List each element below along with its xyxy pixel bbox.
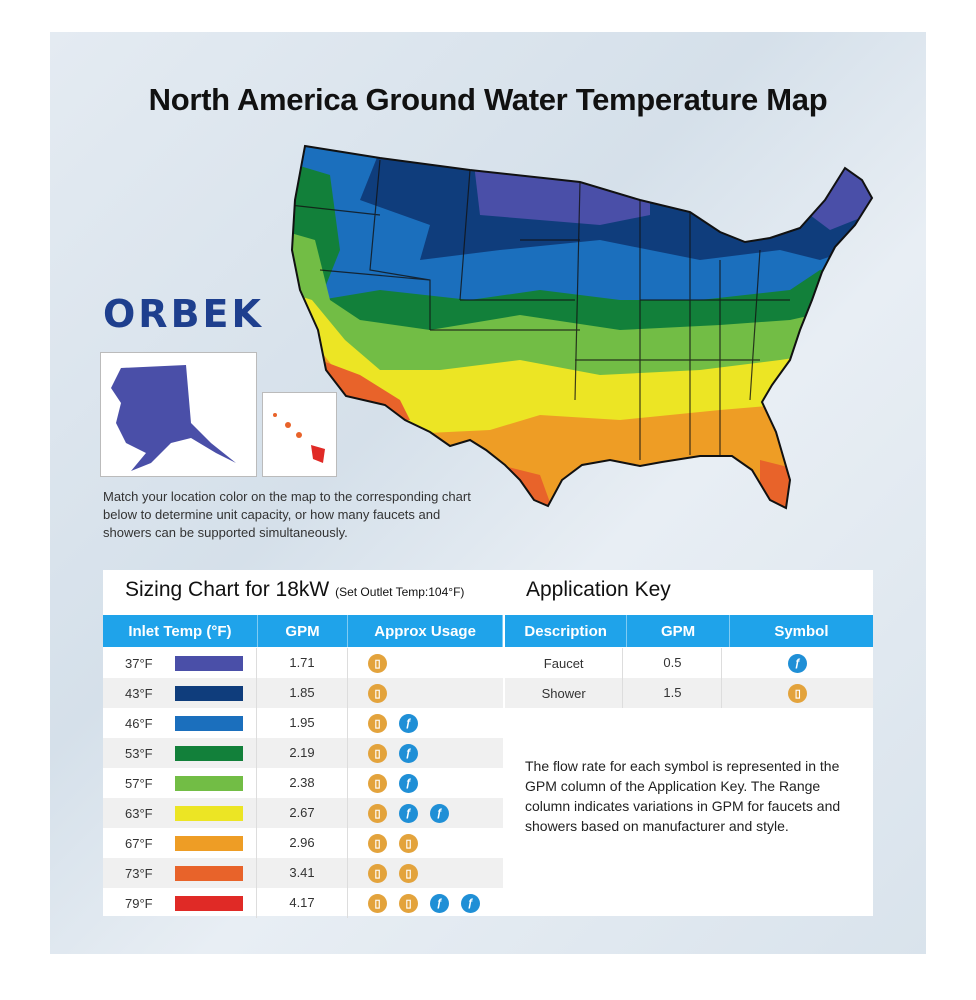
- usage-icons: ▯ ▯ ƒ ƒ: [348, 893, 492, 913]
- inlet-temp: 79°F: [125, 895, 153, 911]
- col-usage: Approx Usage: [348, 615, 504, 647]
- usage-icons: ▯ ▯: [348, 833, 430, 853]
- shower-icon: ▯: [399, 863, 418, 883]
- inlet-temp: 73°F: [125, 865, 153, 881]
- shower-icon: ▯: [368, 683, 387, 703]
- key-description: Faucet: [543, 655, 584, 671]
- inlet-temp: 53°F: [125, 745, 153, 761]
- color-swatch: [175, 895, 243, 911]
- usage-icons: ▯ ƒ: [348, 773, 430, 793]
- gpm-value: 1.85: [256, 678, 348, 708]
- faucet-icon: ƒ: [399, 713, 418, 733]
- color-swatch: [175, 745, 243, 761]
- gpm-value: 4.17: [256, 888, 348, 918]
- gpm-value: 3.41: [256, 858, 348, 888]
- faucet-icon: ƒ: [399, 743, 418, 763]
- inlet-temp: 57°F: [125, 775, 153, 791]
- table-row: 73°F 3.41 ▯ ▯: [103, 858, 503, 888]
- table-row: 79°F 4.17 ▯ ▯ ƒ ƒ: [103, 888, 503, 918]
- gpm-value: 2.67: [256, 798, 348, 828]
- shower-icon: ▯: [368, 713, 387, 733]
- color-swatch: [175, 835, 243, 851]
- inlet-temp: 67°F: [125, 835, 153, 851]
- col-symbol: Symbol: [774, 622, 829, 640]
- shower-icon: ▯: [399, 893, 418, 913]
- gpm-value: 2.19: [256, 738, 348, 768]
- shower-icon: ▯: [368, 743, 387, 763]
- app-key-title: Application Key: [526, 578, 671, 601]
- faucet-icon: ƒ: [430, 803, 449, 823]
- faucet-icon: ƒ: [399, 773, 418, 793]
- app-key-header: Description GPM Symbol: [505, 615, 873, 647]
- shower-icon: ▯: [368, 773, 387, 793]
- color-swatch: [175, 865, 243, 881]
- shower-icon: ▯: [368, 833, 387, 853]
- faucet-icon: ƒ: [461, 893, 480, 913]
- sizing-card: Sizing Chart for 18kW (Set Outlet Temp:1…: [103, 570, 873, 918]
- shower-icon: ▯: [399, 833, 418, 853]
- col-gpm: GPM: [258, 615, 349, 647]
- inlet-temp: 46°F: [125, 715, 153, 731]
- zone-37f: [470, 146, 650, 225]
- table-row: 37°F 1.71 ▯: [103, 648, 503, 678]
- shower-icon: ▯: [368, 803, 387, 823]
- alaska-inset: [100, 352, 257, 477]
- usage-icons: ▯ ƒ ƒ: [348, 803, 461, 823]
- inlet-temp: 63°F: [125, 805, 153, 821]
- table-row: 57°F 2.38 ▯ ƒ: [103, 768, 503, 798]
- table-row: 43°F 1.85 ▯: [103, 678, 503, 708]
- shower-icon: ▯: [368, 863, 387, 883]
- faucet-icon: ƒ: [788, 653, 808, 673]
- color-swatch: [175, 775, 243, 791]
- inlet-temp: 37°F: [125, 655, 153, 671]
- key-symbol: ▯: [722, 683, 873, 703]
- map-instructions: Match your location color on the map to …: [103, 489, 471, 540]
- hawaii-inset: [262, 392, 337, 477]
- inlet-temp: 43°F: [125, 685, 153, 701]
- sizing-title: Sizing Chart for 18kW (Set Outlet Temp:1…: [125, 578, 464, 602]
- usage-icons: ▯ ƒ: [348, 713, 430, 733]
- color-swatch: [175, 655, 243, 671]
- shower-icon: ▯: [368, 653, 387, 673]
- app-key-row: Shower 1.5 ▯: [505, 678, 873, 708]
- sizing-subtitle: (Set Outlet Temp:104°F): [335, 585, 465, 599]
- faucet-icon: ƒ: [399, 803, 418, 823]
- key-gpm: 0.5: [622, 648, 723, 678]
- table-row: 67°F 2.96 ▯ ▯: [103, 828, 503, 858]
- table-row: 63°F 2.67 ▯ ƒ ƒ: [103, 798, 503, 828]
- faucet-icon: ƒ: [430, 893, 449, 913]
- us-temperature-map: [290, 144, 874, 510]
- usage-icons: ▯ ▯: [348, 863, 430, 883]
- shower-icon: ▯: [368, 893, 387, 913]
- col-inlet-temp: Inlet Temp (°F): [103, 615, 258, 647]
- gpm-value: 1.95: [256, 708, 348, 738]
- brand-logo: ORBEK: [103, 292, 264, 336]
- shower-icon: ▯: [788, 683, 808, 703]
- usage-icons: ▯: [348, 653, 399, 673]
- table-row: 46°F 1.95 ▯ ƒ: [103, 708, 503, 738]
- table-row: 53°F 2.19 ▯ ƒ: [103, 738, 503, 768]
- key-symbol: ƒ: [722, 653, 873, 673]
- usage-icons: ▯: [348, 683, 399, 703]
- sizing-title-text: Sizing Chart for 18kW: [125, 578, 330, 601]
- color-swatch: [175, 685, 243, 701]
- gpm-value: 2.38: [256, 768, 348, 798]
- key-gpm: 1.5: [622, 678, 723, 708]
- color-swatch: [175, 805, 243, 821]
- color-swatch: [175, 715, 243, 731]
- app-key-note: The flow rate for each symbol is represe…: [525, 758, 841, 834]
- usage-icons: ▯ ƒ: [348, 743, 430, 763]
- gpm-value: 1.71: [256, 648, 348, 678]
- sizing-header: Inlet Temp (°F) GPM Approx Usage: [103, 615, 504, 647]
- gpm-value: 2.96: [256, 828, 348, 858]
- app-key-row: Faucet 0.5 ƒ: [505, 648, 873, 678]
- col-key-gpm: GPM: [627, 615, 730, 647]
- col-description: Description: [505, 615, 628, 647]
- page-title: North America Ground Water Temperature M…: [148, 82, 828, 117]
- key-description: Shower: [541, 685, 586, 701]
